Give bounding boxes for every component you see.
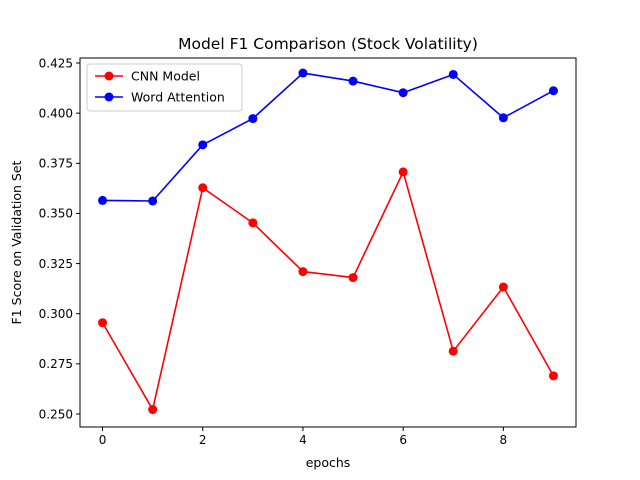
legend-entry-word-attention: Word Attention [95, 90, 225, 105]
data-point [548, 371, 558, 381]
y-tick-label: 0.400 [39, 106, 73, 120]
data-point [98, 318, 108, 328]
x-axis-label: epochs [306, 455, 351, 470]
data-point [398, 167, 408, 177]
series-line [102, 72, 554, 202]
data-point [248, 114, 258, 124]
x-tick-label: 8 [500, 433, 508, 447]
data-point [148, 405, 158, 415]
y-tick-label: 0.325 [39, 257, 73, 271]
legend: CNN Model Word Attention [86, 63, 243, 112]
legend-swatch-marker [104, 92, 114, 102]
y-tick-label: 0.275 [39, 357, 73, 371]
data-point [448, 346, 458, 356]
ticks-layer: 0 2 4 6 8 0.250 0.275 0.300 0.325 0.350 0.375 0.400… [39, 56, 508, 447]
data-point [98, 195, 108, 205]
data-point [398, 88, 408, 98]
data-point [348, 273, 358, 283]
data-point [548, 86, 558, 96]
data-point [198, 183, 208, 193]
legend-box [86, 63, 243, 112]
data-point [248, 218, 258, 228]
legend-label: Word Attention [131, 90, 225, 105]
data-point [198, 140, 208, 150]
legend-label: CNN Model [131, 69, 200, 84]
y-axis-label: F1 Score on Validation Set [9, 160, 24, 324]
y-tick-label: 0.375 [39, 157, 73, 171]
y-tick-label: 0.300 [39, 307, 73, 321]
y-tick-label: 0.425 [39, 56, 73, 70]
series-cnn-model [98, 167, 558, 415]
y-tick-label: 0.350 [39, 207, 73, 221]
data-point [148, 196, 158, 206]
data-point [348, 76, 358, 86]
data-point [298, 267, 308, 277]
data-point [448, 69, 458, 79]
y-tick-label: 0.250 [39, 407, 73, 421]
axes-frame [79, 57, 577, 428]
series-word-attention [98, 68, 558, 206]
x-tick-label: 2 [199, 433, 207, 447]
data-point [498, 113, 508, 123]
x-tick-label: 0 [99, 433, 107, 447]
chart-title: Model F1 Comparison (Stock Volatility) [178, 35, 478, 53]
series-layer [98, 68, 558, 415]
data-point [298, 68, 308, 78]
legend-swatch-marker [104, 71, 114, 81]
legend-entry-cnn-model: CNN Model [95, 69, 200, 84]
data-point [498, 282, 508, 292]
series-line [101, 171, 555, 411]
x-tick-label: 6 [399, 433, 407, 447]
x-tick-label: 4 [299, 433, 307, 447]
